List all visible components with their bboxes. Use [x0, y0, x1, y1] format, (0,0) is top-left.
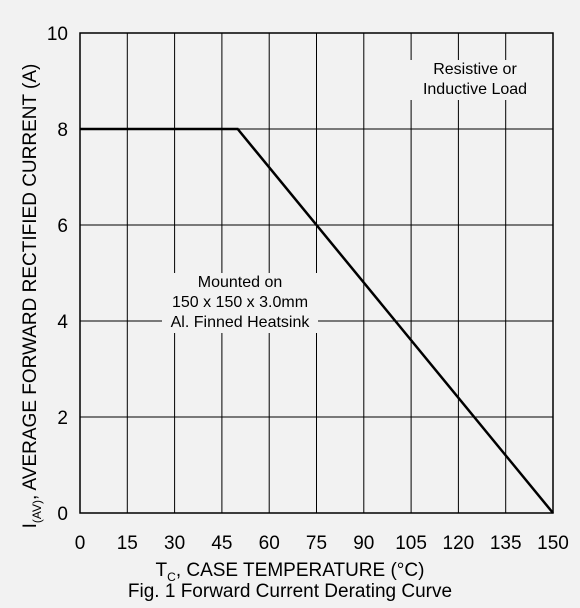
x-tick-label: 90 [353, 533, 374, 554]
annotation-line: 150 x 150 x 3.0mm [162, 293, 318, 313]
x-tick-label: 0 [75, 533, 86, 554]
y-tick-label: 8 [57, 120, 68, 141]
annotation-load-type: Resistive or Inductive Load [405, 60, 545, 100]
x-axis-label-main: T [156, 560, 168, 581]
x-tick-label: 105 [395, 533, 427, 554]
x-tick-label: 150 [537, 533, 569, 554]
y-tick-labels: 0 2 4 6 8 10 [47, 24, 69, 525]
x-tick-label: 60 [259, 533, 280, 554]
y-axis-label-sub: (AV) [30, 500, 44, 523]
annotation-line: Mounted on [162, 273, 318, 293]
annotation-line: Al. Finned Heatsink [162, 313, 318, 333]
figure-caption: Fig. 1 Forward Current Derating Curve [0, 581, 580, 603]
x-tick-label: 30 [164, 533, 185, 554]
x-tick-label: 120 [443, 533, 475, 554]
y-axis-label: I(AV), AVERAGE FORWARD RECTIFIED CURRENT… [20, 64, 48, 529]
x-tick-label: 45 [211, 533, 232, 554]
x-tick-label: 15 [117, 533, 138, 554]
y-tick-label: 10 [47, 24, 68, 45]
y-tick-label: 4 [57, 312, 68, 333]
x-tick-label: 75 [306, 533, 327, 554]
y-tick-label: 2 [57, 408, 68, 429]
annotation-line: Inductive Load [405, 80, 545, 100]
x-tick-label: 135 [490, 533, 522, 554]
annotation-line: Resistive or [405, 60, 545, 80]
y-tick-label: 6 [57, 216, 68, 237]
x-tick-labels: 0 15 30 45 60 75 90 105 120 135 150 [75, 533, 569, 554]
annotation-mounting: Mounted on 150 x 150 x 3.0mm Al. Finned … [162, 273, 318, 333]
x-axis-label-rest: , CASE TEMPERATURE (°C) [176, 560, 425, 581]
y-axis-label-rest: , AVERAGE FORWARD RECTIFIED CURRENT (A) [20, 64, 41, 500]
y-tick-label: 0 [57, 504, 68, 525]
y-axis-label-main: I [20, 523, 41, 528]
